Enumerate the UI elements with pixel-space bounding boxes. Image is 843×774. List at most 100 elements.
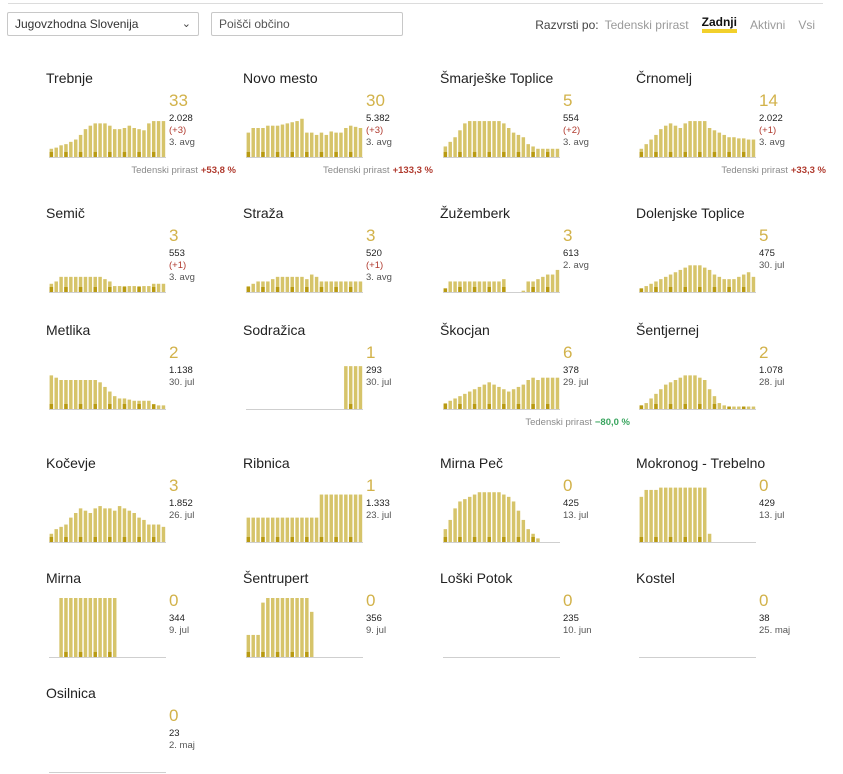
municipality-card[interactable]: Črnomelj 14 2.022 (+1) 3. avg Tedenski priras… [636,70,826,185]
sparkline-bar [93,380,97,410]
sparkline-bar [256,634,260,658]
sort-option-latest[interactable]: Zadnji [701,16,737,33]
weekly-growth: Tedenski prirast +133,3 % [323,165,433,176]
sparkline-bar [117,506,122,543]
municipality-card[interactable]: Mokronog - Trebelno 0 429 13. jul [636,455,826,570]
sparkline-bar [521,384,526,410]
last-case-date: 10. jun [563,625,592,636]
municipality-card[interactable]: Semič 3 553 (+1) 3. avg [46,205,236,320]
sparkline-bar-new [502,287,506,293]
sparkline-bar [275,598,280,658]
sparkline-bar [54,377,58,410]
municipality-card[interactable]: Loški Potok 0 235 10. jun [440,570,630,685]
sparkline-bar [280,124,285,158]
sparkline-bar-new [319,287,324,293]
sparkline-bar [348,494,353,543]
sparkline-bar-new [727,406,731,410]
sparkline-bar-new [545,404,550,410]
sparkline-bar [103,279,107,293]
active-cases: 3 [366,226,376,245]
sparkline-bar [256,517,260,543]
municipality-card[interactable]: Šentrupert 0 356 9. jul [243,570,433,685]
sort-option-weekly-growth[interactable]: Tedenski prirast [604,17,689,32]
municipality-card[interactable]: Kostel 0 38 25. maj [636,570,826,685]
sparkline-bar-new [261,152,265,158]
sparkline-bar [698,377,702,410]
municipality-name: Šentrupert [243,570,309,586]
sparkline-bar-new [727,287,731,293]
sparkline-bar [59,380,63,410]
sparkline-bar [649,489,653,543]
weekly-growth-label: Tedenski prirast [525,417,592,428]
active-cases: 0 [169,706,179,725]
municipality-card[interactable]: Šentjernej 2 1.078 28. jul [636,322,826,437]
sparkline-bar [678,487,683,543]
sparkline-bar [536,148,540,158]
sparkline-bar [290,122,294,158]
municipality-name: Straža [243,205,284,221]
sparkline-bar-new [639,405,644,410]
municipality-card[interactable]: Dolenjske Toplice 5 475 30. jul [636,205,826,320]
sparkline-bar [668,487,673,543]
sparkline-bar [98,276,102,293]
sparkline-bar-new [698,287,702,293]
sparkline-bar [448,400,452,410]
municipality-stats: 0 425 13. jul [563,477,623,522]
municipality-card[interactable]: Žužemberk 3 613 2. avg [440,205,630,320]
last-case-date: 3. avg [759,137,785,148]
sparkline-bar [492,121,496,158]
sort-option-active[interactable]: Aktivni [749,17,786,32]
sparkline-bar-new [122,287,127,293]
municipality-card[interactable]: Mirna 0 344 9. jul [46,570,236,685]
municipality-card[interactable]: Ribnica 1 1.333 23. jul [243,455,433,570]
weekly-growth-value: +133,3 % [392,165,433,176]
municipality-card[interactable]: Šmarješke Toplice 5 554 (+2) 3. avg [440,70,630,185]
municipality-card[interactable]: Škocjan 6 378 29. jul Tedenski prirast −80,0 … [440,322,630,437]
total-cases: 429 [759,498,775,509]
sparkline-bar-new [531,404,535,410]
search-input[interactable] [211,12,403,36]
sparkline-bar [270,598,275,658]
sparkline-bar-new [319,537,324,543]
sparkline-bar [722,134,726,158]
sparkline-bar [550,274,555,293]
sparkline-bar [83,129,88,158]
sparkline-bar [103,123,107,158]
sparkline-bar [453,137,457,158]
sparkline-bar [751,139,756,158]
sort-option-all[interactable]: Vsi [798,17,815,32]
sparkline-bar [453,508,457,543]
weekly-growth-value: +33,3 % [790,165,826,176]
sparkline-bar [702,380,707,410]
sparkline-bar-new [137,404,141,410]
sparkline-bar [266,125,270,158]
sparkline-bar [506,128,511,158]
sparkline-bar-new [639,537,644,543]
sparkline-bar [453,281,457,293]
municipality-card[interactable]: Osilnica 0 23 2. maj [46,685,236,774]
municipality-card[interactable]: Trebnje 33 2.028 (+3) 3. avg Tedenski prirast… [46,70,236,185]
sparkline-bar-new [122,537,127,543]
sparkline-bar [344,128,348,158]
municipality-card[interactable]: Metlika 2 1.138 30. jul [46,322,236,437]
sparkline-bar-new [319,152,324,158]
sparkline-bar [348,125,353,158]
sparkline-bar-new [516,152,521,158]
municipality-card[interactable]: Straža 3 520 (+1) 3. avg [243,205,433,320]
sparkline-bar [663,276,668,293]
sparkline-bar [54,529,58,543]
sparkline-bar [353,494,358,543]
sparkline-bar [497,492,501,543]
municipality-card[interactable]: Sodražica 1 293 30. jul [243,322,433,437]
sparkline-bar [261,602,265,658]
municipality-card[interactable]: Kočevje 3 1.852 26. jul [46,455,236,570]
sparkline-bar-new [668,537,673,543]
total-cases: 23 [169,728,180,739]
sparkline-bar [246,517,251,543]
municipality-card[interactable]: Novo mesto 30 5.382 (+3) 3. avg Tedenski prir… [243,70,433,185]
municipality-card[interactable]: Mirna Peč 0 425 13. jul [440,455,630,570]
last-case-date: 26. jul [169,510,195,521]
sparkline-bar [541,377,545,410]
region-select[interactable]: Jugovzhodna Slovenija ⌄ [7,12,199,36]
sparkline-bar-new [290,652,294,658]
